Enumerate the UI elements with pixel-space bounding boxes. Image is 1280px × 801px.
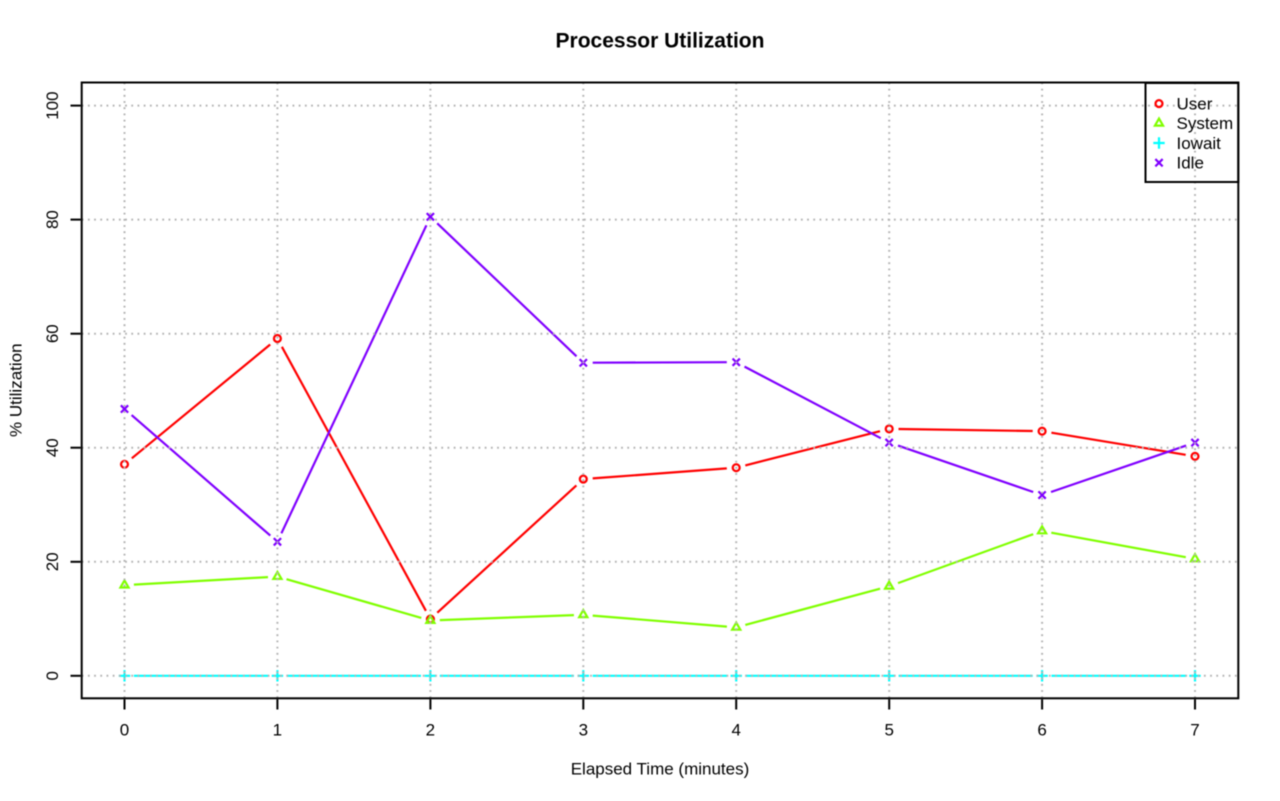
svg-text:Processor Utilization: Processor Utilization [556, 30, 765, 53]
svg-text:20: 20 [43, 552, 62, 571]
svg-text:System: System [1177, 114, 1234, 133]
svg-text:Iowait: Iowait [1177, 134, 1222, 153]
svg-text:1: 1 [273, 721, 282, 740]
svg-text:4: 4 [731, 721, 740, 740]
svg-text:User: User [1177, 95, 1213, 114]
svg-text:Idle: Idle [1177, 154, 1204, 173]
svg-text:7: 7 [1190, 721, 1199, 740]
svg-text:6: 6 [1037, 721, 1046, 740]
svg-text:0: 0 [120, 721, 129, 740]
svg-text:3: 3 [579, 721, 588, 740]
svg-text:60: 60 [43, 324, 62, 343]
svg-text:0: 0 [43, 671, 62, 680]
svg-text:2: 2 [426, 721, 435, 740]
svg-text:100: 100 [43, 91, 62, 119]
svg-text:5: 5 [884, 721, 893, 740]
svg-text:% Utilization: % Utilization [7, 343, 26, 437]
svg-text:Elapsed Time (minutes): Elapsed Time (minutes) [571, 760, 750, 779]
svg-text:40: 40 [43, 438, 62, 457]
svg-text:80: 80 [43, 210, 62, 229]
